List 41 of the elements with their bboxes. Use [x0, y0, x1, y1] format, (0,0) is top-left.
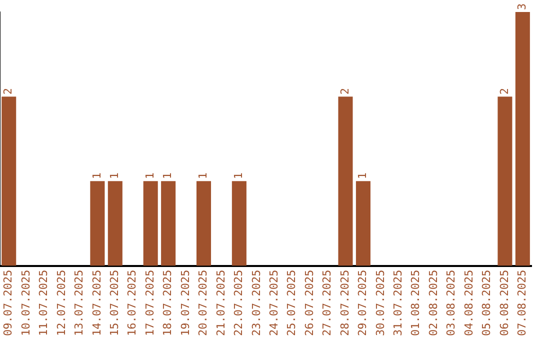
x-tick-label: 24.07.2025 — [267, 270, 280, 336]
x-tick-label: 16.07.2025 — [126, 270, 139, 336]
x-tick-label: 05.08.2025 — [480, 270, 494, 336]
x-tick-label: 12.07.2025 — [54, 270, 68, 336]
x-tick-label: 25.07.2025 — [285, 270, 298, 336]
x-tick-label: 04.08.2025 — [462, 270, 476, 336]
x-tick-label: 01.08.2025 — [409, 270, 422, 336]
x-tick-label: 18.07.2025 — [161, 270, 174, 336]
x-tick-label: 11.07.2025 — [37, 270, 50, 336]
data-label: 1 — [232, 172, 246, 180]
x-tick-label: 22.07.2025 — [232, 270, 246, 336]
x-tick-label: 30.07.2025 — [374, 270, 387, 336]
x-tick-label: 06.08.2025 — [498, 270, 511, 336]
data-label: 2 — [498, 88, 511, 95]
data-label: 1 — [90, 172, 104, 180]
x-tick-label: 27.07.2025 — [320, 270, 334, 336]
x-tick-label: 10.07.2025 — [19, 270, 32, 336]
x-tick-label: 26.07.2025 — [302, 270, 316, 336]
data-label: 1 — [108, 172, 122, 180]
x-tick-label: 14.07.2025 — [90, 270, 104, 336]
x-tick-label: 21.07.2025 — [214, 270, 228, 336]
data-label: 1 — [161, 172, 174, 180]
x-tick-label: 15.07.2025 — [108, 270, 122, 336]
x-tick-label: 31.07.2025 — [392, 270, 405, 336]
x-tick-label: 09.07.2025 — [2, 270, 15, 336]
x-tick-label: 20.07.2025 — [196, 270, 210, 336]
data-label: 3 — [516, 3, 529, 10]
data-label: 1 — [356, 172, 370, 180]
x-tick-label: 17.07.2025 — [143, 270, 156, 336]
data-label: 1 — [196, 172, 210, 180]
x-tick-label: 03.08.2025 — [444, 270, 458, 336]
data-label: 2 — [2, 88, 15, 95]
data-label: 2 — [338, 88, 352, 95]
x-tick-label: 02.08.2025 — [426, 270, 440, 336]
data-label: 1 — [143, 172, 156, 180]
x-tick-label: 28.07.2025 — [338, 270, 352, 336]
x-tick-label: 23.07.2025 — [250, 270, 263, 336]
x-tick-label: 19.07.2025 — [178, 270, 192, 336]
x-tick-label: 07.08.2025 — [516, 270, 529, 336]
x-tick-label: 29.07.2025 — [356, 270, 370, 336]
x-tick-label: 13.07.2025 — [72, 270, 86, 336]
